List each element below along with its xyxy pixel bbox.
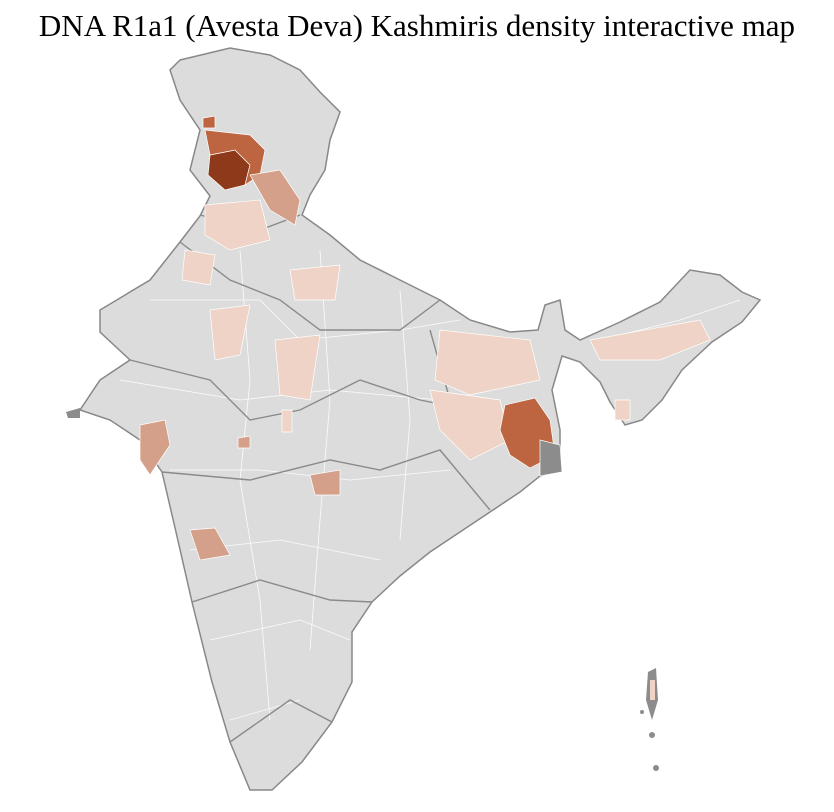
region-jharkhand-low xyxy=(429,389,511,461)
region-bihar-low xyxy=(434,329,541,396)
district-borders xyxy=(119,249,741,721)
region-mp-low xyxy=(209,304,251,361)
map-title: DNA R1a1 (Avesta Deva) Kashmiris density… xyxy=(38,8,796,43)
region-bengal-no-data xyxy=(539,439,563,477)
region-central-medium xyxy=(309,469,341,496)
india-outline[interactable] xyxy=(78,47,762,791)
region-kashmir-high xyxy=(204,129,266,186)
region-small-low xyxy=(281,409,293,433)
region-small-medium xyxy=(237,435,251,449)
region-maharashtra-medium xyxy=(189,527,231,561)
gujarat-coast xyxy=(66,408,80,418)
region-gujarat-medium xyxy=(139,419,171,476)
region-up-low xyxy=(289,264,341,301)
andaman-islands[interactable] xyxy=(640,668,659,771)
region-ladakh-medium xyxy=(202,115,216,129)
region-punjab-low xyxy=(204,199,271,251)
region-tripura-low xyxy=(614,399,631,421)
density-regions[interactable] xyxy=(139,115,711,561)
region-central-low xyxy=(274,334,321,401)
region-rajasthan-low xyxy=(181,249,216,286)
region-himachal-medium xyxy=(249,169,301,226)
region-northeast-low xyxy=(589,319,711,361)
